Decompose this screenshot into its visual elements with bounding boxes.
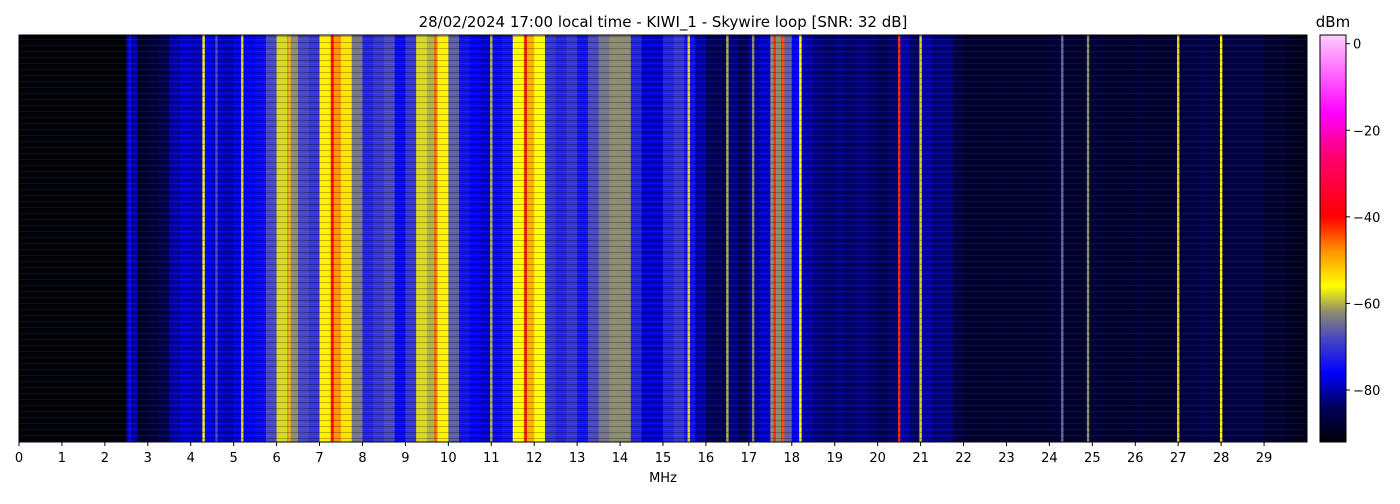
x-tick-label: 18 bbox=[784, 451, 801, 466]
x-tick-label: 19 bbox=[826, 451, 843, 466]
colorbar-tick-label: −40 bbox=[1353, 211, 1380, 226]
x-tick-label: 14 bbox=[612, 451, 629, 466]
x-tick-label: 28 bbox=[1213, 451, 1230, 466]
x-tick-label: 16 bbox=[698, 451, 715, 466]
x-tick-label: 11 bbox=[483, 451, 500, 466]
x-tick-label: 20 bbox=[869, 451, 886, 466]
colorbar-label: dBm bbox=[1316, 13, 1350, 31]
x-tick-label: 7 bbox=[315, 451, 323, 466]
x-tick-label: 26 bbox=[1127, 451, 1144, 466]
x-tick-label: 4 bbox=[187, 451, 195, 466]
x-tick-label: 12 bbox=[526, 451, 543, 466]
colorbar-tick-label: −60 bbox=[1353, 297, 1380, 312]
colorbar bbox=[1319, 34, 1347, 443]
x-tick-label: 29 bbox=[1256, 451, 1273, 466]
colorbar-tick-label: 0 bbox=[1353, 38, 1361, 53]
x-axis-label: MHz bbox=[649, 471, 677, 486]
x-tick-label: 22 bbox=[955, 451, 972, 466]
x-tick-label: 21 bbox=[912, 451, 929, 466]
x-tick-label: 2 bbox=[101, 451, 109, 466]
x-tick-label: 1 bbox=[58, 451, 66, 466]
x-tick-label: 3 bbox=[144, 451, 152, 466]
x-tick-label: 5 bbox=[230, 451, 238, 466]
x-tick-label: 9 bbox=[401, 451, 409, 466]
x-tick-label: 24 bbox=[1041, 451, 1058, 466]
chart-title: 28/02/2024 17:00 local time - KIWI_1 - S… bbox=[419, 13, 908, 32]
x-tick-label: 15 bbox=[655, 451, 672, 466]
colorbar-tick-label: −80 bbox=[1353, 384, 1380, 399]
x-tick-label: 13 bbox=[569, 451, 586, 466]
row-texture bbox=[19, 35, 1307, 442]
x-tick-label: 8 bbox=[358, 451, 366, 466]
x-tick-label: 17 bbox=[741, 451, 758, 466]
x-tick-label: 25 bbox=[1084, 451, 1101, 466]
x-axis: 0 1 2 3 4 5 6 7 8 9 10 11 12 13 14 15 16 17 18 19 20 21 22 23 24… bbox=[15, 442, 1272, 466]
x-tick-label: 6 bbox=[272, 451, 280, 466]
x-tick-label: 27 bbox=[1170, 451, 1187, 466]
x-tick-label: 10 bbox=[440, 451, 457, 466]
x-tick-label: 23 bbox=[998, 451, 1015, 466]
colorbar-tick-label: −20 bbox=[1353, 124, 1380, 139]
colorbar-axis: 0 −20 −40 −60 −80 bbox=[1346, 38, 1380, 399]
x-tick-label: 0 bbox=[15, 451, 23, 466]
